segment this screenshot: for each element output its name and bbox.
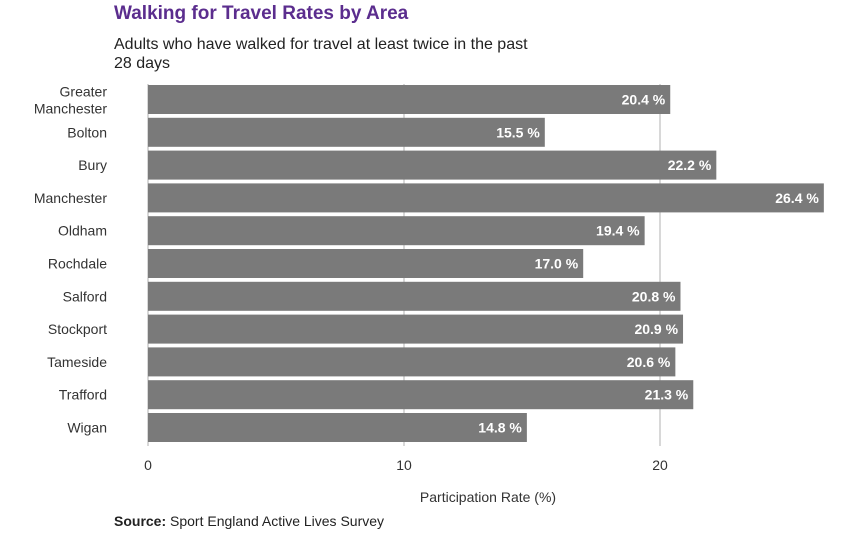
source-note: Source: Sport England Active Lives Surve… <box>114 513 384 529</box>
x-tick-label: 10 <box>396 457 412 473</box>
x-tick-label: 20 <box>652 457 668 473</box>
category-label: Trafford <box>59 387 107 403</box>
category-label: Manchester <box>34 190 107 206</box>
category-label: Tameside <box>47 354 107 370</box>
bar <box>148 150 717 180</box>
category-label: Stockport <box>48 321 107 337</box>
bar <box>148 216 645 246</box>
category-label: Oldham <box>58 223 107 239</box>
chart-subtitle: Adults who have walked for travel at lea… <box>114 36 528 72</box>
bar-value-label: 15.5 % <box>496 124 540 140</box>
category-label: Bury <box>78 157 107 173</box>
category-label: Wigan <box>67 420 107 436</box>
bar <box>148 85 671 114</box>
x-tick-label: 0 <box>144 457 152 473</box>
bar-value-label: 21.3 % <box>645 387 689 403</box>
category-label: Greater Manchester <box>34 84 107 117</box>
category-label: Salford <box>63 288 107 304</box>
bar-value-label: 20.6 % <box>627 354 671 370</box>
bar-value-label: 20.4 % <box>622 92 666 108</box>
bar-value-label: 14.8 % <box>478 420 522 436</box>
bar <box>148 380 694 410</box>
bar <box>148 314 684 344</box>
bar-value-label: 20.8 % <box>632 288 676 304</box>
bar <box>148 281 681 311</box>
bar <box>148 249 584 278</box>
source-label: Source: <box>114 513 167 529</box>
category-label: Rochdale <box>48 256 107 272</box>
x-axis-title: Participation Rate (%) <box>420 489 556 505</box>
source-text: Sport England Active Lives Survey <box>170 513 385 529</box>
bar <box>148 117 545 147</box>
bar-value-label: 19.4 % <box>596 223 640 239</box>
chart-title: Walking for Travel Rates by Area <box>114 3 409 24</box>
bar <box>148 413 527 442</box>
bar <box>148 347 676 377</box>
bar <box>148 183 824 213</box>
bar-value-label: 17.0 % <box>535 256 579 272</box>
bar-value-label: 22.2 % <box>668 157 712 173</box>
category-label: Bolton <box>67 124 107 140</box>
bar-value-label: 20.9 % <box>634 321 678 337</box>
bar-value-label: 26.4 % <box>775 190 819 206</box>
